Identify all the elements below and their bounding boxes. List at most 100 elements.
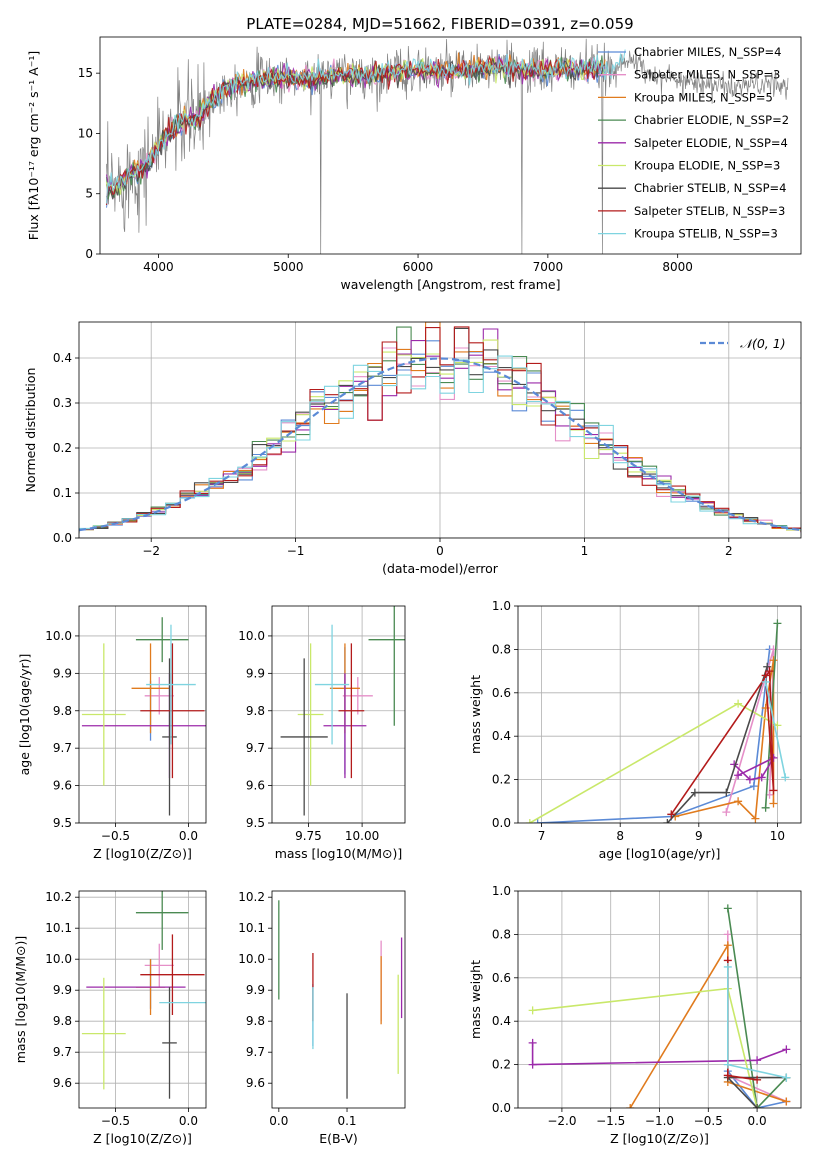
x-tick-label: 2 [725, 544, 733, 558]
model-spectrum-line [105, 54, 603, 206]
x-tick-label: 10.00 [345, 829, 379, 843]
plus-marker [769, 786, 778, 795]
x-tick-label: 8 [616, 829, 624, 843]
plus-marker [723, 930, 732, 939]
plus-marker [782, 1045, 791, 1054]
x-tick-label: 8000 [662, 260, 693, 274]
y-tick-label: 0.2 [53, 441, 72, 455]
histogram-step-line [79, 326, 801, 534]
x-tick-label: −1.5 [596, 1114, 625, 1128]
y-tick-label: 9.8 [246, 704, 265, 718]
legend-item-normal: 𝒩(0, 1) [700, 336, 786, 351]
y-tick-label: 9.8 [53, 1014, 72, 1028]
legend-item-kroupa-elodie: Kroupa ELODIE, N_SSP=3 [598, 159, 780, 173]
x-tick-label: 0.0 [179, 1114, 198, 1128]
x-tick-label: 7000 [533, 260, 564, 274]
y-tick-label: 10 [78, 126, 93, 140]
mass-weight-line [666, 666, 768, 823]
histogram-legend: 𝒩(0, 1) [700, 336, 786, 351]
y-tick-label: 9.6 [246, 779, 265, 793]
plus-marker [528, 1006, 537, 1015]
x-tick-label: 9 [695, 829, 703, 843]
x-tick-label: −2.0 [547, 1114, 576, 1128]
y-tick-label: 10.2 [238, 890, 265, 904]
histogram-ylabel: Normed distribution [23, 368, 38, 493]
y-tick-label: 5 [85, 187, 93, 201]
plus-marker [723, 1071, 732, 1080]
mass-ebv-xlabel: E(B-V) [319, 1131, 358, 1146]
plus-marker [753, 1075, 762, 1084]
y-tick-label: 9.7 [246, 1045, 265, 1059]
x-tick-label: 4000 [143, 260, 174, 274]
mw-z-xlabel: Z [log10(Z/Z⊙)] [610, 1131, 709, 1146]
legend-label: Kroupa MILES, N_SSP=5 [634, 90, 773, 104]
y-tick-label: 10.1 [45, 921, 72, 935]
y-tick-label: 0.1 [53, 486, 72, 500]
x-tick-label: 1 [581, 544, 589, 558]
plus-marker [765, 667, 774, 676]
mw-z-ylabel: mass weight [468, 960, 483, 1039]
mass-weight-vs-metallicity-panel: −2.0 −1.5 −1.0 −0.5 0.0 0.0 0.2 0.4 0.6 0.8 1.0 Z … [468, 884, 802, 1146]
histogram-xlabel: (data-model)/error [382, 561, 499, 576]
spectrum-ylabel: Flux [fλ10⁻¹⁷ erg cm⁻² s⁻¹ A⁻¹] [26, 51, 41, 240]
spectrum-legend: Chabrier MILES, N_SSP=4 Salpeter MILES, … [598, 45, 789, 241]
age-z-xlabel: Z [log10(Z/Z⊙)] [93, 846, 192, 861]
mw-age-xlabel: age [log10(age/yr)] [599, 846, 721, 861]
y-tick-label: 9.9 [53, 983, 72, 997]
x-tick-label: 0.1 [337, 1114, 356, 1128]
x-tick-label: −2 [142, 544, 160, 558]
age-z-ylabel: age [log10(age/yr)] [17, 654, 32, 776]
y-tick-label: 9.9 [246, 983, 265, 997]
y-tick-label: 10.0 [45, 629, 72, 643]
y-tick-label: 0.3 [53, 396, 72, 410]
legend-item-salpeter-stelib: Salpeter STELIB, N_SSP=3 [598, 204, 785, 218]
y-tick-label: 0.2 [492, 1058, 511, 1072]
x-tick-label: −0.5 [694, 1114, 723, 1128]
y-tick-label: 10.0 [238, 629, 265, 643]
x-tick-label: 6000 [403, 260, 434, 274]
y-tick-label: 9.7 [246, 741, 265, 755]
plus-marker [723, 962, 732, 971]
age-vs-mass-panel: 9.75 10.00 9.5 9.6 9.7 9.8 9.9 10.0 mass [log10… [238, 605, 406, 861]
mass-weight-line [727, 960, 758, 1081]
x-tick-label: −0.5 [101, 1114, 130, 1128]
plus-marker [734, 699, 743, 708]
legend-label: Salpeter MILES, N_SSP=3 [634, 68, 780, 82]
legend-label: Chabrier ELODIE, N_SSP=2 [634, 113, 789, 127]
spectrum-panel: 4000 5000 6000 7000 8000 0 5 10 15 wavelength [A… [26, 36, 802, 292]
mass-weight-line [670, 668, 775, 815]
mass-weight-vs-age-panel: 7 8 9 10 0.0 0.2 0.4 0.6 0.8 1.0 age [log10(age/y… [468, 599, 802, 861]
legend-label: Chabrier STELIB, N_SSP=4 [634, 181, 786, 195]
axes-frame [99, 36, 802, 255]
plus-marker [749, 782, 758, 791]
legend-item-chabrier-stelib: Chabrier STELIB, N_SSP=4 [598, 181, 786, 195]
y-tick-label: 9.9 [246, 666, 265, 680]
legend-item-chabrier-miles: Chabrier MILES, N_SSP=4 [598, 45, 781, 59]
y-tick-label: 10.0 [45, 952, 72, 966]
mass-vs-extinction-panel: 0.0 0.1 9.6 9.7 9.8 9.9 10.0 10.1 10.2 E(B-V) [238, 890, 406, 1146]
mass-z-ylabel: mass [log10(M/M⊙)] [13, 936, 28, 1064]
y-tick-label: 0.4 [492, 729, 511, 743]
mass-weight-line [727, 908, 787, 1108]
legend-item-kroupa-miles: Kroupa MILES, N_SSP=5 [598, 90, 773, 104]
legend-label: Kroupa STELIB, N_SSP=3 [634, 227, 778, 241]
x-tick-label: −1.0 [645, 1114, 674, 1128]
y-tick-label: 9.6 [246, 1076, 265, 1090]
mass-z-xlabel: Z [log10(Z/Z⊙)] [93, 1131, 192, 1146]
y-tick-label: 10.1 [238, 921, 265, 935]
x-tick-label: 0.0 [179, 829, 198, 843]
mass-weight-line [537, 649, 771, 823]
legend-label: Kroupa ELODIE, N_SSP=3 [634, 159, 780, 173]
y-tick-label: 9.6 [53, 779, 72, 793]
y-tick-label: 9.6 [53, 1076, 72, 1090]
plus-marker [533, 819, 542, 823]
axes-frame [78, 605, 207, 824]
y-tick-label: 9.7 [53, 741, 72, 755]
mw-age-ylabel: mass weight [468, 675, 483, 754]
mass-weight-line [727, 1070, 787, 1108]
plus-marker [782, 1073, 791, 1082]
y-tick-label: 0.0 [492, 816, 511, 830]
y-tick-label: 0 [85, 247, 93, 261]
y-tick-label: 0.4 [492, 1014, 511, 1028]
